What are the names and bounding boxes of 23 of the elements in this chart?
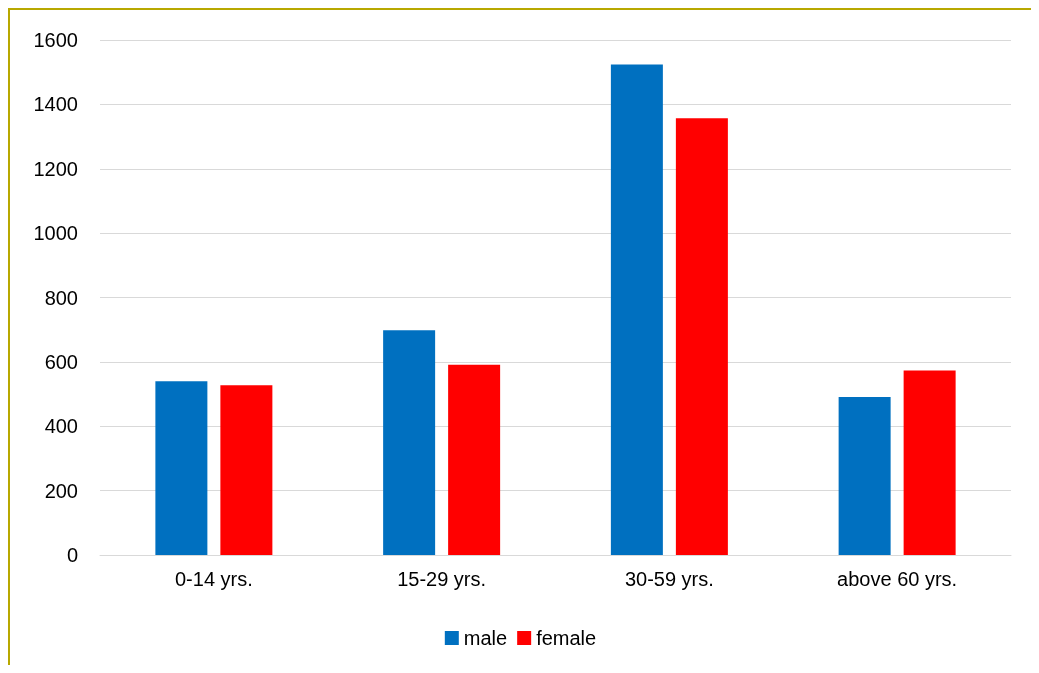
bar bbox=[610, 64, 663, 555]
y-tick-label: 800 bbox=[44, 286, 78, 309]
legend-label: female bbox=[536, 627, 597, 649]
y-tick-label: 600 bbox=[44, 350, 78, 373]
bar bbox=[675, 118, 728, 555]
y-tick-label: 1600 bbox=[33, 29, 78, 51]
y-tick-label: 1200 bbox=[33, 157, 78, 180]
bar bbox=[448, 364, 501, 555]
y-tick-label: 200 bbox=[44, 479, 78, 502]
bar bbox=[903, 370, 956, 555]
y-tick-label: 0 bbox=[66, 544, 78, 566]
x-tick-label: 15-29 yrs. bbox=[397, 568, 487, 590]
y-tick-label: 1400 bbox=[33, 93, 78, 116]
y-tick-label: 400 bbox=[44, 415, 78, 438]
bar bbox=[383, 330, 436, 555]
x-tick-label: 30-59 yrs. bbox=[624, 568, 714, 590]
x-tick-label: above 60 yrs. bbox=[837, 568, 958, 590]
bar bbox=[838, 396, 891, 555]
bar bbox=[220, 385, 273, 555]
bar bbox=[155, 381, 208, 555]
legend-label: male bbox=[463, 627, 508, 649]
y-tick-label: 1000 bbox=[33, 222, 78, 245]
x-tick-label: 0-14 yrs. bbox=[174, 568, 253, 590]
